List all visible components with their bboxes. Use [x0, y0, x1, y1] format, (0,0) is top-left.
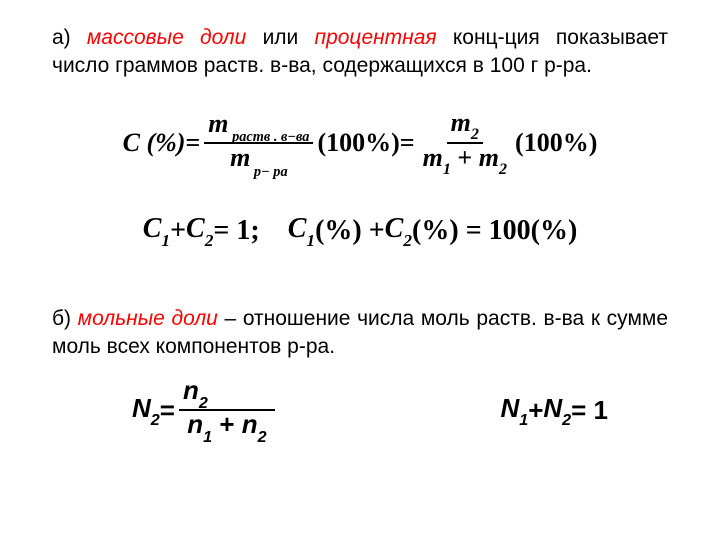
para-a-mid: или [246, 26, 314, 49]
paragraph-a: а) массовые доли или процентная конц-ция… [52, 24, 668, 81]
f1-factor2: (100%) [515, 128, 597, 158]
paragraph-b: б) мольные доли – отношение числа моль р… [52, 305, 668, 362]
f1-lhs: C (%) [123, 128, 186, 158]
formula-mass-fraction: C (%) = m раств . в−ва m р− ра (100%) = … [52, 109, 668, 177]
f1-frac1: m раств . в−ва m р− ра [204, 110, 313, 176]
f2-c2p: C2 [385, 213, 412, 249]
para-b-prefix: б) [52, 307, 78, 330]
f2-c1p: C1 [288, 213, 315, 249]
term-mole-fraction: мольные доли [78, 307, 218, 330]
f1-factor1: (100%) [317, 128, 399, 158]
formula-mole-row: N2 = n2 n1 + n2 N1 + N2 = 1 [52, 377, 668, 443]
f2-c2: C2 [186, 213, 213, 249]
term-mass-fraction: массовые доли [87, 26, 246, 49]
formula-mole-fraction: N2 = n2 n1 + n2 [132, 377, 279, 443]
para-a-prefix: а) [52, 26, 87, 49]
formula-sum-fractions: C1 + C2 = 1; C1 (%) + C2 (%) = 100(%) [52, 213, 668, 249]
term-percent: процентная [315, 26, 437, 49]
f1-eq: = [185, 128, 200, 158]
f2-c1: C1 [143, 213, 170, 249]
f1-frac2: m2 m1 + m2 [419, 109, 511, 177]
f1-eq2: = [400, 128, 415, 158]
formula-mole-sum: N1 + N2 = 1 [500, 393, 608, 428]
